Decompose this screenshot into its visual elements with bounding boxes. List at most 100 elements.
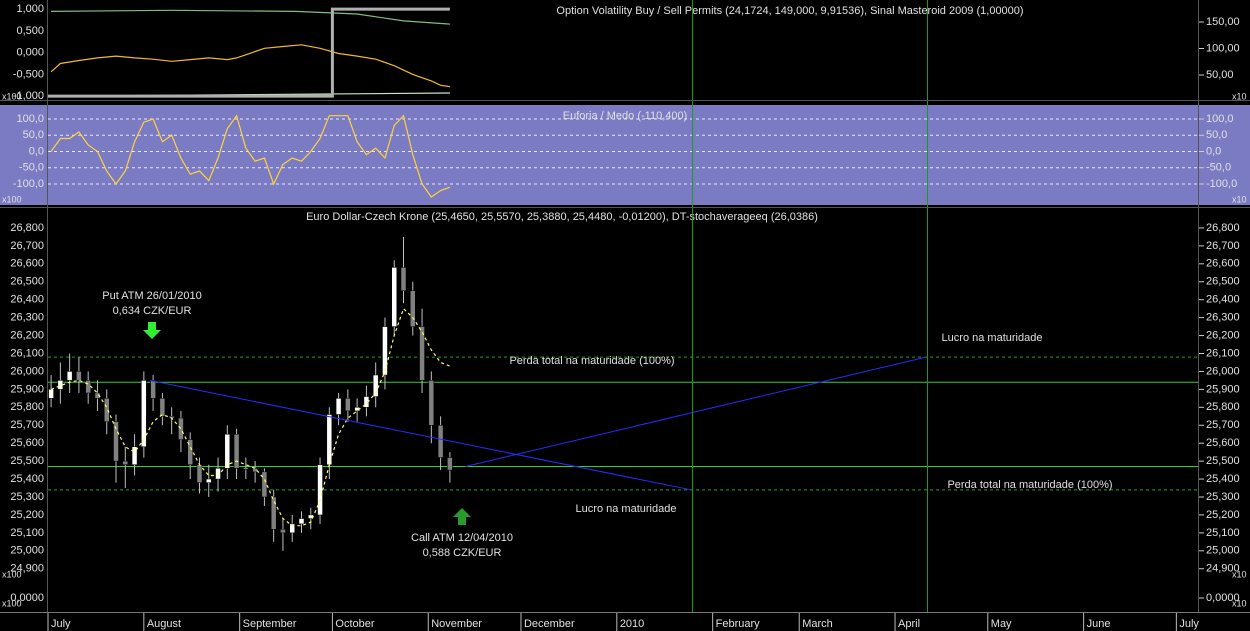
candle-body: [85, 380, 91, 394]
candle-body: [215, 468, 221, 480]
candle-body: [447, 457, 453, 471]
y-tick-label: 25,800: [10, 401, 44, 413]
y-tick-label: 26,400: [1206, 294, 1240, 306]
candle-body: [419, 326, 425, 381]
y-tick-label: 0,0: [29, 145, 44, 157]
x-tick-label: October: [335, 618, 374, 630]
candle-body: [150, 380, 156, 399]
pane-title: Euforia / Medo (-110,400): [563, 110, 688, 122]
scale-label: x10: [1232, 598, 1247, 608]
y-tick-label: 0,0: [1206, 145, 1221, 157]
scale-label: x100: [2, 91, 22, 101]
y-tick-label: 25,500: [10, 455, 44, 467]
y2-tick-label: 50,00: [1206, 69, 1234, 81]
candle-body: [66, 371, 73, 381]
y-tick-label: 1,000: [16, 3, 44, 15]
candle-body: [206, 478, 212, 483]
annotation: Lucro na maturidade: [942, 332, 1043, 344]
x-tick-label: July: [1179, 618, 1199, 630]
y-tick-label: 26,200: [10, 329, 44, 341]
candle-body: [335, 398, 342, 415]
y-tick-label: 25,900: [10, 383, 44, 395]
x-tick-label: June: [1087, 618, 1111, 630]
candle-body: [280, 529, 286, 534]
y-tick-label: -50,0: [19, 162, 44, 174]
candle-body: [298, 518, 305, 525]
candle-body: [103, 398, 110, 422]
y-tick-label: 26,600: [10, 258, 44, 270]
candle-body: [326, 414, 333, 465]
candle-body: [243, 468, 249, 470]
candle-body: [428, 380, 435, 426]
y-tick-label: 25,700: [10, 419, 44, 431]
y-tick-label: 26,700: [1206, 240, 1240, 252]
x-tick-label: April: [898, 618, 920, 630]
y-tick-label: 26,100: [10, 347, 44, 359]
y-tick-label: 26,300: [1206, 312, 1240, 324]
y-tick-label: 25,200: [10, 509, 44, 521]
scale-label: x10: [1232, 91, 1247, 101]
y-tick-label: 26,500: [1206, 276, 1240, 288]
y-tick-label: 25,600: [10, 437, 44, 449]
y-tick-label: 25,100: [1206, 527, 1240, 539]
x-tick-label: May: [991, 618, 1012, 630]
candle-body: [141, 380, 147, 448]
y-tick-label: 26,600: [1206, 258, 1240, 270]
y-tick-label: 26,800: [1206, 222, 1240, 234]
y-tick-label: -100,0: [1206, 178, 1237, 190]
x-tick-label: August: [147, 618, 181, 630]
candle-body: [57, 380, 64, 390]
x-tick-label: September: [243, 618, 297, 630]
annotation: Call ATM 12/04/2010: [411, 532, 513, 544]
y-tick-label: 26,400: [10, 294, 44, 306]
candle-body: [94, 392, 101, 399]
y-tick-label: 25,400: [10, 473, 44, 485]
candle-body: [159, 398, 166, 417]
y2-tick-label: 150,00: [1206, 16, 1240, 28]
y-tick-label: 25,000: [1206, 545, 1240, 557]
candle-body: [76, 371, 82, 381]
candle-body: [410, 290, 416, 327]
y-tick-label: 0,500: [16, 25, 44, 37]
candle-body: [178, 417, 184, 440]
y-tick-label: 26,000: [1206, 365, 1240, 377]
y-tick-label: 25,700: [1206, 419, 1240, 431]
y-tick-label: 25,300: [1206, 491, 1240, 503]
candle-body: [131, 446, 138, 465]
x-tick-label: February: [716, 618, 761, 630]
y-tick-label: 100,0: [1206, 113, 1234, 125]
annotation: Perda total na maturidade (100%): [509, 355, 674, 367]
pane-title: Option Volatility Buy / Sell Permits (24…: [556, 5, 1023, 17]
annotation: Perda total na maturidade (100%): [947, 479, 1112, 491]
candle-body: [400, 267, 407, 291]
y-tick-label: 50,0: [1206, 129, 1227, 141]
y-tick-label: 0,000: [16, 47, 44, 59]
y-tick-label: 24,900: [10, 563, 44, 575]
scale-label: x10: [1232, 194, 1247, 204]
candle-body: [196, 464, 203, 483]
y-tick-label: -100,0: [13, 178, 44, 190]
series-line: [48, 7, 450, 98]
series-line: [50, 44, 450, 88]
annotation: 0,588 CZK/EUR: [423, 547, 502, 559]
y-tick-label: 25,000: [10, 545, 44, 557]
y-tick-label: -50,0: [1206, 162, 1231, 174]
y-tick-label: 26,200: [1206, 329, 1240, 341]
y-tick-label: 26,500: [10, 276, 44, 288]
x-tick-label: July: [51, 618, 71, 630]
y-tick-label: 26,800: [10, 222, 44, 234]
candle-body: [391, 267, 397, 327]
scale-label: x100: [2, 598, 22, 608]
y-tick-label: 25,100: [10, 527, 44, 539]
y2-tick-label: 100,00: [1206, 42, 1240, 54]
y-tick-label: 26,000: [10, 365, 44, 377]
candle-body: [289, 523, 295, 534]
candle-body: [122, 460, 129, 465]
x-tick-label: November: [431, 618, 482, 630]
x-tick-label: 2010: [620, 618, 644, 630]
candle-body: [261, 471, 268, 498]
y-tick-label: 25,900: [1206, 383, 1240, 395]
annotation: Lucro na maturidade: [576, 503, 677, 515]
